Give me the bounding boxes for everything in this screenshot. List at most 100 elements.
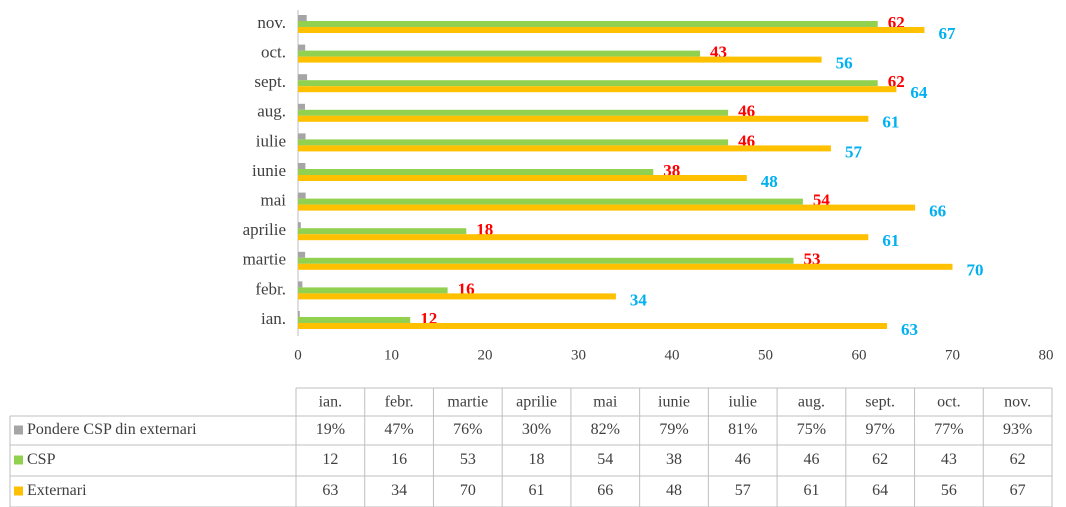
- table-cell: 63: [322, 482, 338, 499]
- x-tick-label: 70: [945, 347, 960, 363]
- bar: [298, 311, 300, 317]
- x-tick-label: 60: [852, 347, 867, 363]
- bar: [298, 175, 747, 181]
- data-label: 61: [882, 113, 899, 132]
- legend-label: Externari: [27, 482, 87, 499]
- y-tick-label: aug.: [257, 102, 286, 121]
- table-header: nov.: [1004, 394, 1031, 411]
- table-header: ian.: [319, 394, 343, 411]
- bar: [298, 86, 897, 93]
- bar: [298, 204, 916, 211]
- y-tick-label: martie: [243, 250, 286, 269]
- bar: [298, 74, 308, 81]
- bar: [298, 228, 467, 235]
- table-cell: 30%: [522, 421, 551, 438]
- table-header: iulie: [729, 394, 757, 411]
- bar: [298, 163, 306, 169]
- data-label: 66: [929, 202, 946, 221]
- y-tick-label: nov.: [257, 13, 286, 32]
- bar: [298, 15, 307, 21]
- data-label: 34: [630, 290, 648, 309]
- legend-label: Pondere CSP din externari: [27, 421, 197, 438]
- y-tick-label: ian.: [261, 309, 286, 328]
- table-cell: 82%: [591, 421, 620, 438]
- table-cell: 66: [597, 482, 613, 499]
- table-header: martie: [447, 394, 488, 411]
- bar: [298, 145, 831, 152]
- table-cell: 56: [941, 482, 957, 499]
- table-cell: 46: [803, 451, 819, 468]
- bar: [298, 50, 701, 57]
- table-header: oct.: [937, 394, 961, 411]
- table-header: iunie: [658, 394, 690, 411]
- bar: [298, 21, 878, 27]
- table-cell: 62: [1010, 451, 1026, 468]
- bar: [298, 323, 888, 329]
- bar: [298, 109, 729, 116]
- legend-key: [14, 455, 23, 465]
- legend-key: [14, 425, 23, 435]
- table-cell: 53: [460, 451, 476, 468]
- bar: [298, 234, 869, 241]
- table-header: mai: [593, 394, 618, 411]
- table-cell: 47%: [384, 421, 413, 438]
- table-cell: 70: [460, 482, 476, 499]
- legend-key: [14, 486, 23, 496]
- table-cell: 64: [872, 482, 888, 499]
- data-label: 64: [910, 83, 928, 102]
- x-tick-label: 50: [758, 347, 773, 363]
- table-cell: 38: [666, 451, 682, 468]
- y-tick-label: iulie: [256, 131, 286, 150]
- data-label: 56: [836, 54, 853, 73]
- bar: [298, 317, 411, 323]
- y-tick-label: sept.: [254, 72, 286, 91]
- table-cell: 54: [597, 451, 613, 468]
- data-label: 57: [845, 142, 863, 161]
- bar: [298, 293, 616, 300]
- bar: [298, 56, 822, 63]
- x-tick-label: 80: [1039, 347, 1054, 363]
- table-cell: 67: [1010, 482, 1026, 499]
- bar: [298, 80, 878, 87]
- x-tick-label: 20: [478, 347, 493, 363]
- table-cell: 19%: [316, 421, 345, 438]
- bar: [298, 103, 306, 110]
- bar: [298, 263, 953, 270]
- bar: [298, 115, 869, 122]
- table-header: febr.: [385, 394, 414, 411]
- data-label: 63: [901, 320, 918, 339]
- bar: [298, 281, 303, 288]
- table-header: sept.: [865, 394, 895, 411]
- table-cell: 62: [872, 451, 888, 468]
- table-cell: 79%: [659, 421, 688, 438]
- table-cell: 18: [529, 451, 545, 468]
- table-cell: 61: [529, 482, 545, 499]
- table-cell: 48: [666, 482, 682, 499]
- y-tick-label: febr.: [255, 279, 286, 298]
- table-cell: 16: [391, 451, 407, 468]
- table-cell: 97%: [866, 421, 895, 438]
- data-label: 70: [967, 261, 984, 280]
- data-label: 67: [938, 24, 956, 43]
- x-tick-label: 0: [294, 347, 302, 363]
- table-cell: 57: [735, 482, 751, 499]
- table-cell: 43: [941, 451, 957, 468]
- table-cell: 81%: [728, 421, 757, 438]
- bar: [298, 27, 925, 33]
- bar: [298, 257, 794, 264]
- y-tick-label: iunie: [252, 161, 286, 180]
- table-cell: 61: [803, 482, 819, 499]
- x-tick-label: 30: [571, 347, 586, 363]
- legend-label: CSP: [27, 451, 56, 468]
- data-label: 48: [761, 172, 778, 191]
- x-tick-label: 10: [384, 347, 399, 363]
- y-tick-label: aprilie: [243, 220, 286, 239]
- bar: [298, 192, 306, 199]
- table-cell: 75%: [797, 421, 826, 438]
- bar: [298, 139, 729, 146]
- bar: [298, 44, 306, 51]
- table-cell: 77%: [934, 421, 963, 438]
- bar: [298, 133, 306, 140]
- table-cell: 93%: [1003, 421, 1032, 438]
- table-cell: 46: [735, 451, 751, 468]
